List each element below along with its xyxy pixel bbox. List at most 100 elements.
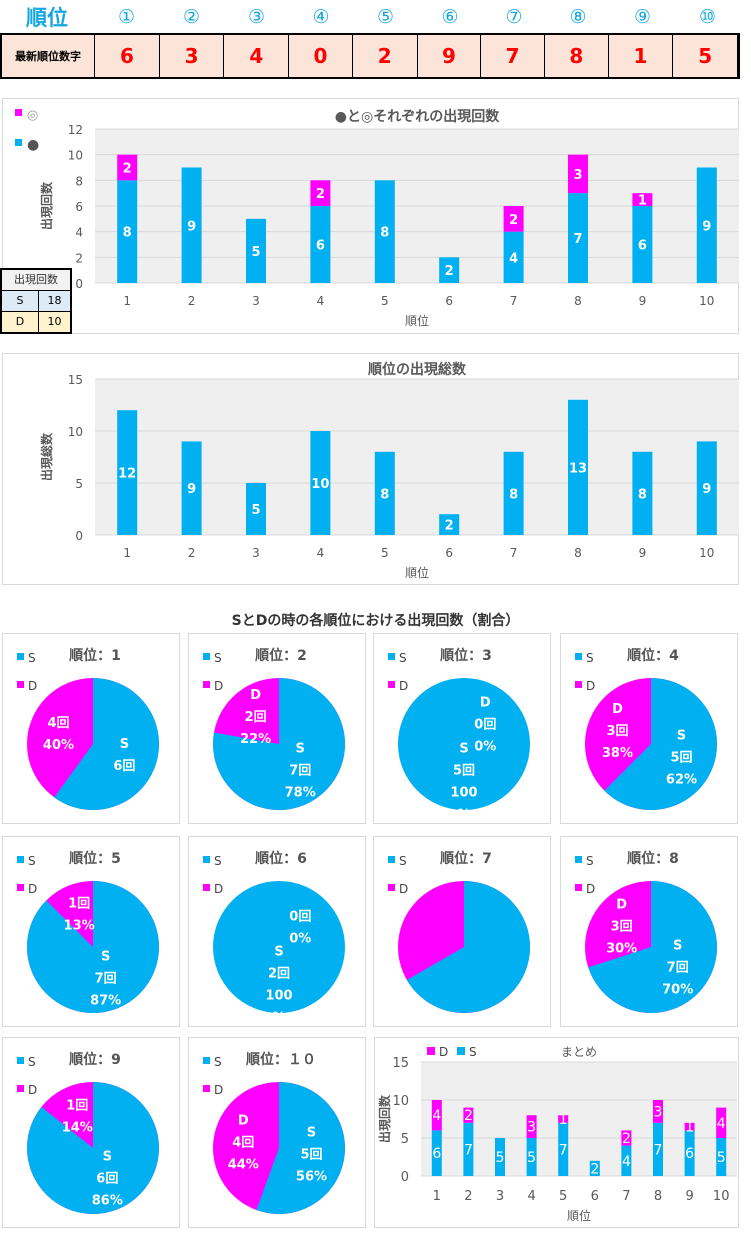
y-tick-label: 10: [392, 1094, 409, 1109]
pie-label-line: S: [103, 1150, 112, 1165]
x-axis-label: 順位: [405, 313, 429, 328]
y-axis-label: 出現回数: [39, 181, 54, 230]
x-axis-label: 順位: [567, 1208, 591, 1223]
y-tick-label: 6: [75, 200, 83, 214]
pie-chart-10[interactable]: S D 順位：１０ S 5回 56% D 4回 44%: [188, 1037, 366, 1228]
data-label: 7: [464, 1142, 473, 1158]
bar-◎: [568, 154, 588, 194]
y-tick-label: 15: [392, 1056, 409, 1071]
pie-label-line: 0%: [474, 739, 496, 754]
data-label: 9: [702, 482, 711, 497]
legend-label-d: ◎: [27, 108, 38, 123]
pie-label-line: 0%: [289, 931, 311, 946]
x-tick-label: 5: [559, 1189, 567, 1204]
bar-S: [589, 1160, 600, 1176]
latest-digit: 2: [353, 35, 418, 77]
bar-●: [310, 206, 331, 283]
section-title: SとDの時の各順位における出現回数（割合）: [231, 613, 520, 629]
pie-label-s: S 7回 78%: [285, 741, 316, 800]
x-tick-label: 3: [252, 294, 260, 308]
legend-label-s: S: [214, 854, 222, 868]
bar-●: [374, 180, 395, 283]
pie-title: 順位：6: [255, 850, 307, 867]
legend-label-s: S: [214, 1055, 222, 1069]
legend-swatch-s: [15, 139, 22, 146]
data-label: 9: [187, 219, 196, 234]
legend-swatch-s: [575, 653, 582, 660]
pie-label-d: 4回 40%: [43, 716, 74, 753]
pie-label-line: 70%: [662, 982, 693, 997]
pie-label-s: S 7回 70%: [662, 938, 693, 997]
position-header: ①: [117, 5, 136, 28]
chart-box-totals[interactable]: 0 5 10 15 1 12 2 9 3 5 4 10 5 8 6 2 7 8 8 13 9 8 10 9 順位の出現総数 順位 出…: [2, 353, 739, 585]
plot-area: [421, 1062, 737, 1176]
pie-label-line: S: [459, 741, 468, 756]
x-tick-label: 1: [433, 1189, 441, 1204]
legend-swatch-d: [17, 884, 24, 891]
pie-chart-7[interactable]: S D 順位：7: [373, 836, 551, 1027]
pie-label-line: 87%: [90, 993, 121, 1008]
x-tick-label: 5: [381, 294, 389, 308]
legend-swatch-s: [575, 856, 582, 863]
x-tick-label: 10: [713, 1189, 730, 1204]
pie-label-line: S: [274, 944, 283, 959]
data-label: 1: [685, 1120, 694, 1136]
y-tick-label: 8: [75, 174, 83, 188]
y-tick-label: 0: [401, 1170, 409, 1185]
bar-D: [463, 1107, 474, 1123]
position-header: ⑧: [569, 5, 587, 28]
pie-label-s: S 2回 100%: [265, 944, 292, 1025]
pie-chart-1[interactable]: S D 順位：1 S 6回 4回 40%: [2, 633, 180, 824]
bar-S: [684, 1130, 695, 1176]
legend-swatch-s: [388, 653, 395, 660]
latest-digit: 9: [418, 35, 482, 77]
bar-S: [653, 1122, 663, 1176]
count-value-d: 10: [47, 315, 62, 328]
x-tick-label: 1: [123, 546, 131, 560]
bar-D: [526, 1115, 537, 1138]
pie-chart-4[interactable]: S D 順位：4 S 5回 62% D 3回 38%: [560, 633, 738, 824]
pie-chart-2[interactable]: S D 順位：2 S 7回 78% D 2回 22%: [188, 633, 366, 824]
y-tick-label: 0: [75, 277, 83, 291]
pie-chart-6[interactable]: S D 順位：6 S 2回 100% 0回 0%: [188, 836, 366, 1027]
slice-S: [26, 1082, 160, 1214]
bar-◎: [632, 193, 653, 206]
y-tick-label: 4: [75, 226, 83, 240]
pie-label-line: S: [673, 938, 682, 953]
chart-box-counts[interactable]: 0 2 4 6 8 10 12 1 8 2 2 9 3 5 4 6 2 5 8 6 2 7 4 2 8 7 3 9 6 1 10 9 ●と◎それ…: [2, 98, 739, 334]
pie-chart-8[interactable]: S D 順位：8 S 7回 70% D 3回 30%: [560, 836, 738, 1027]
count-key-d: D: [2, 312, 39, 332]
x-tick-label: 8: [574, 294, 582, 308]
count-value-s: 18: [47, 294, 62, 307]
legend-label-d: D: [586, 882, 595, 896]
data-label: 8: [380, 226, 389, 241]
pie-title: 順位：5: [69, 850, 121, 867]
data-label: 2: [590, 1161, 599, 1177]
pie-title: 順位：9: [69, 1051, 121, 1068]
bar-S: [621, 1145, 632, 1176]
pie-label-line: %: [272, 1010, 285, 1025]
data-label: 4: [432, 1108, 441, 1124]
count-table: 出現回数 S 18 D 10: [0, 268, 72, 334]
pie-chart-3[interactable]: S D 順位：3 S 5回 100% D 0回 0%: [373, 633, 551, 824]
data-label: 13: [569, 461, 587, 476]
pie-chart-5[interactable]: S D 順位：5 S 7回 87% 1回 13%: [2, 836, 180, 1027]
data-label: 5: [717, 1150, 726, 1166]
legend-swatch-d: [388, 681, 395, 688]
pie-chart-9[interactable]: S D 順位：9 S 6回 86% 1回 14%: [2, 1037, 180, 1228]
legend-label-s: S: [586, 651, 594, 665]
data-label: 5: [251, 245, 260, 260]
x-tick-label: 7: [622, 1189, 630, 1204]
pie-title: 順位：3: [440, 647, 492, 664]
x-tick-label: 3: [252, 546, 260, 560]
x-tick-label: 4: [317, 546, 325, 560]
bar-出現総数: [246, 483, 266, 535]
y-tick-label: 15: [68, 373, 83, 387]
x-tick-label: 6: [445, 546, 453, 560]
legend-label-d: D: [214, 679, 223, 693]
data-label: 6: [316, 239, 325, 254]
legend-label-d: D: [399, 882, 408, 896]
chart-box-summary[interactable]: 0 5 10 15 1 6 4 2 7 2 3 5 4 5 3 5 7 1 6 2 7 4 2 8 7 3 9 6 1 10 5 4 まとめ 順位…: [374, 1037, 739, 1228]
